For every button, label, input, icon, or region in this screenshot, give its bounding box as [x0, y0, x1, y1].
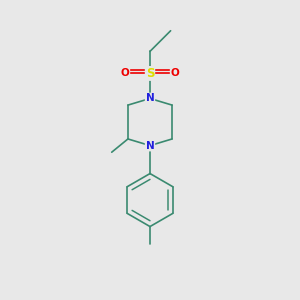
- Text: N: N: [146, 141, 154, 151]
- Text: O: O: [171, 68, 179, 78]
- Text: O: O: [121, 68, 129, 78]
- Text: S: S: [146, 67, 154, 80]
- Text: N: N: [146, 94, 154, 103]
